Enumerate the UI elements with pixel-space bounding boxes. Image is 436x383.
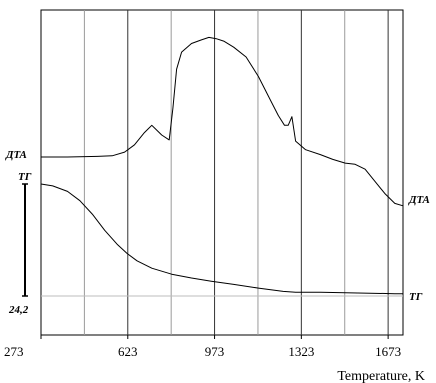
x-tick-label: 1673 xyxy=(375,344,401,359)
x-tick-labels: 273 623 973 1323 1673 xyxy=(4,335,401,359)
tg-left-label: ТГ xyxy=(18,171,32,183)
x-axis-title: Temperature, K xyxy=(337,369,425,383)
mass-loss-value: 24,2 xyxy=(8,304,29,316)
dta-left-label: ДТА xyxy=(5,149,27,161)
dta-right-label: ДТА xyxy=(408,194,430,206)
dta-curve xyxy=(41,36,404,207)
tg-right-label: ТГ xyxy=(409,291,423,303)
x-tick-label: 273 xyxy=(4,344,24,359)
x-tick-label: 973 xyxy=(205,344,225,359)
curves xyxy=(40,36,404,295)
x-tick-label: 1323 xyxy=(288,344,314,359)
grid xyxy=(41,10,403,335)
plot-frame xyxy=(40,9,404,336)
x-tick-label: 623 xyxy=(118,344,138,359)
tg-curve xyxy=(40,183,403,295)
